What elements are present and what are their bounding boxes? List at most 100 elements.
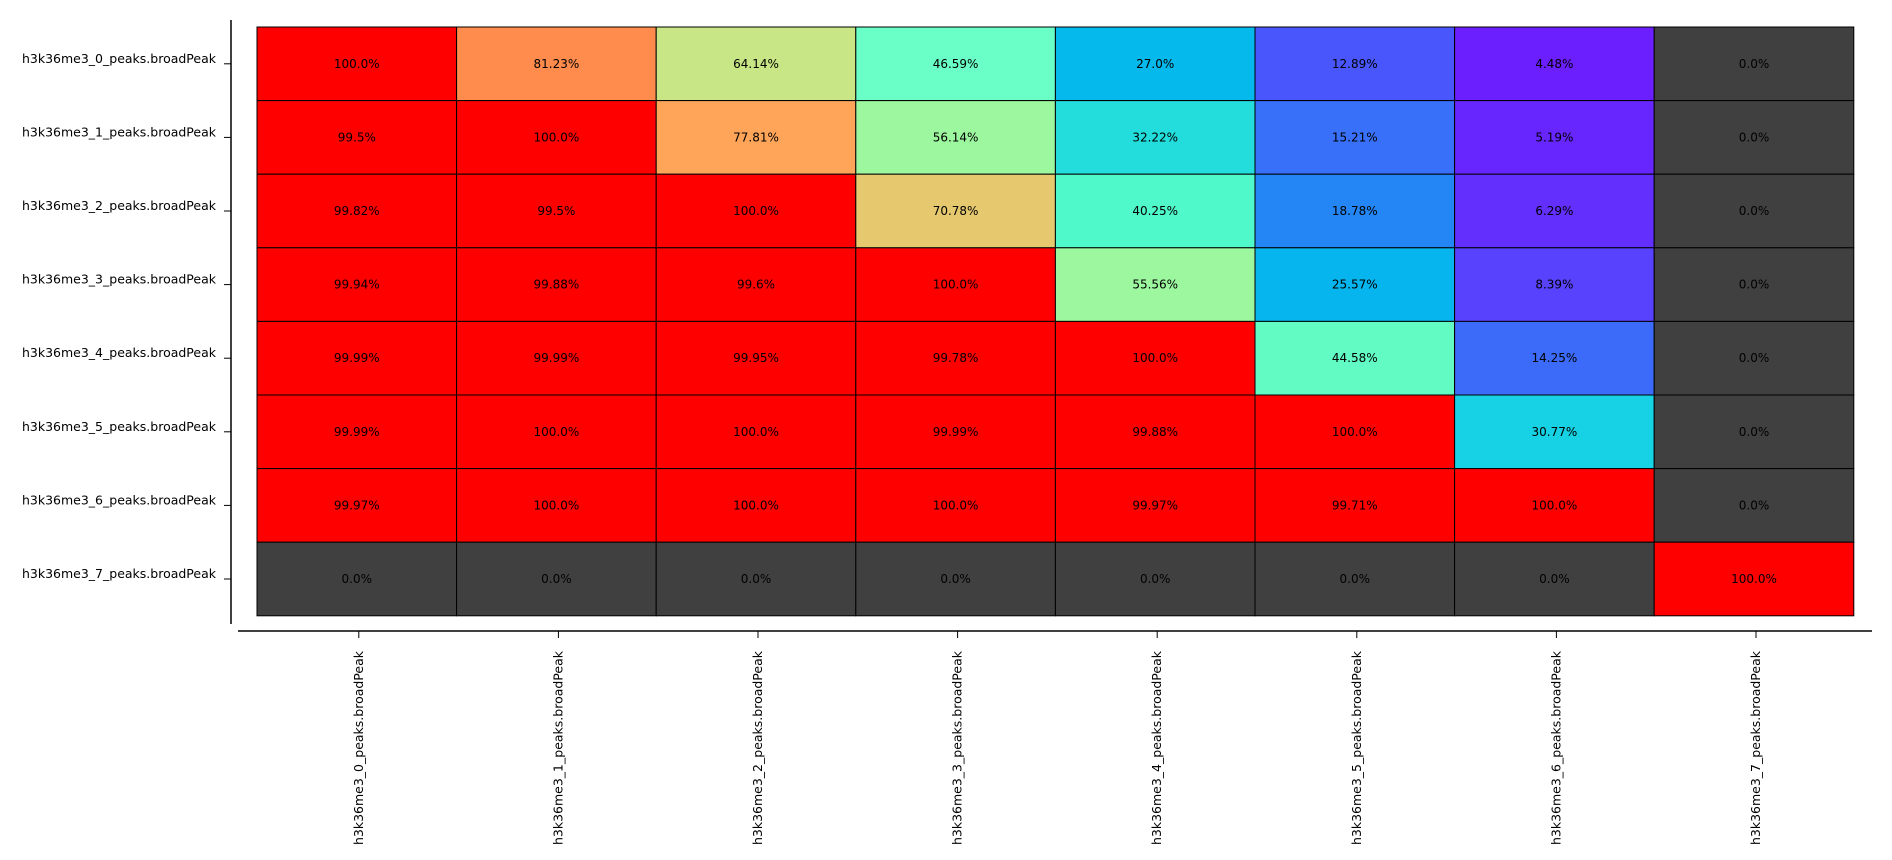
cell-value-label: 70.78% [933,204,979,218]
heatmap-cell [456,173,657,249]
heatmap-cell [1054,173,1256,249]
cell-value-label: 100.0% [733,425,779,439]
heatmap-cell [1254,320,1456,396]
cell-value-label: 100.0% [933,278,979,292]
heatmap-cell [456,100,657,175]
heatmap-cell [655,26,857,102]
y-tick-label: h3k36me3_6_peaks.broadPeak [22,492,217,507]
heatmap-cell [1454,247,1655,322]
heatmap-cell [855,320,1056,396]
cell-value-label: 99.88% [1132,425,1178,439]
cell-value-label: 100.0% [1332,425,1378,439]
cell-value-label: 99.95% [733,351,779,365]
cell-value-label: 4.48% [1535,57,1573,71]
cell-value-label: 99.97% [1132,498,1178,512]
cell-value-label: 99.99% [933,425,979,439]
cell-value-label: 99.94% [334,278,380,292]
cell-value-label: 5.19% [1535,130,1573,144]
heatmap-cell [256,173,458,249]
heatmap-cell [655,541,857,617]
heatmap-cell [1254,100,1456,175]
y-tick-label: h3k36me3_1_peaks.broadPeak [22,124,217,139]
heatmap-cell [855,100,1056,175]
x-tick-label: h3k36me3_2_peaks.broadPeak [750,650,765,845]
x-tick-label: h3k36me3_4_peaks.broadPeak [1149,650,1164,845]
y-tick-label: h3k36me3_5_peaks.broadPeak [22,419,217,434]
heatmap-cell [1054,468,1256,543]
cell-value-label: 0.0% [1739,57,1770,71]
cell-value-label: 100.0% [1532,498,1578,512]
heatmap-cell [1254,26,1456,102]
cell-value-label: 100.0% [733,204,779,218]
x-tick-label: h3k36me3_1_peaks.broadPeak [550,650,565,845]
cell-value-label: 0.0% [1739,278,1770,292]
heatmap-cell [1454,173,1655,249]
heatmap-cell [256,541,458,617]
heatmap-cell [1054,247,1256,322]
heatmap-cell [1254,394,1456,470]
heatmap-cell [256,26,458,102]
heatmap-cell [655,173,857,249]
cell-value-label: 0.0% [1739,351,1770,365]
cell-value-label: 46.59% [933,57,979,71]
heatmap-cell [855,173,1056,249]
cell-value-label: 99.5% [537,204,575,218]
heatmap-cell [1653,468,1855,543]
cell-value-label: 99.99% [334,351,380,365]
cell-value-label: 0.0% [940,572,971,586]
heatmap-cell [1454,394,1655,470]
cell-value-label: 100.0% [1132,351,1178,365]
x-tick-label: h3k36me3_7_peaks.broadPeak [1748,650,1763,845]
cell-value-label: 0.0% [1340,572,1371,586]
cell-value-label: 99.71% [1332,498,1378,512]
y-tick-label: h3k36me3_2_peaks.broadPeak [22,198,217,213]
cell-value-label: 100.0% [334,57,380,71]
heatmap-cell [1454,320,1655,396]
heatmap-cell [1254,541,1456,617]
cell-value-label: 100.0% [1731,572,1777,586]
cell-value-label: 99.99% [534,351,580,365]
heatmap-cell [1653,320,1855,396]
cell-value-label: 77.81% [733,130,779,144]
cell-value-label: 100.0% [933,498,979,512]
cell-value-label: 8.39% [1535,278,1573,292]
heatmap-cell [855,26,1056,102]
cell-value-label: 15.21% [1332,130,1378,144]
heatmap-cell [1653,100,1855,175]
cell-value-label: 6.29% [1535,204,1573,218]
x-tick-label: h3k36me3_5_peaks.broadPeak [1349,650,1364,845]
heatmap-cell [655,468,857,543]
heatmap-cell [1054,541,1256,617]
cell-value-label: 64.14% [733,57,779,71]
heatmap-cell [855,541,1056,617]
heatmap-cell [256,468,458,543]
heatmap-cell [1254,173,1456,249]
cell-value-label: 14.25% [1532,351,1578,365]
cell-value-label: 100.0% [534,130,580,144]
heatmap-cell [456,394,657,470]
cell-value-label: 56.14% [933,130,979,144]
cell-value-label: 0.0% [1739,204,1770,218]
heatmap-cell [1653,541,1855,617]
heatmap-cell [456,468,657,543]
cell-value-label: 40.25% [1132,204,1178,218]
cell-value-label: 100.0% [534,498,580,512]
cell-value-label: 32.22% [1132,130,1178,144]
cell-value-label: 44.58% [1332,351,1378,365]
heatmap-cell [256,247,458,322]
cell-value-label: 30.77% [1532,425,1578,439]
heatmap-cell [1054,394,1256,470]
y-tick-label: h3k36me3_7_peaks.broadPeak [22,566,217,581]
cell-value-label: 0.0% [342,572,373,586]
heatmap-cell [1653,173,1855,249]
heatmap-cell [456,541,657,617]
cell-value-label: 25.57% [1332,278,1378,292]
heatmap-cell [1254,468,1456,543]
x-tick-label: h3k36me3_0_peaks.broadPeak [351,650,366,845]
cell-value-label: 99.6% [737,278,775,292]
cell-value-label: 0.0% [741,572,772,586]
cell-value-label: 27.0% [1136,57,1174,71]
cell-value-label: 81.23% [534,57,580,71]
x-tick-label: h3k36me3_6_peaks.broadPeak [1548,650,1563,845]
